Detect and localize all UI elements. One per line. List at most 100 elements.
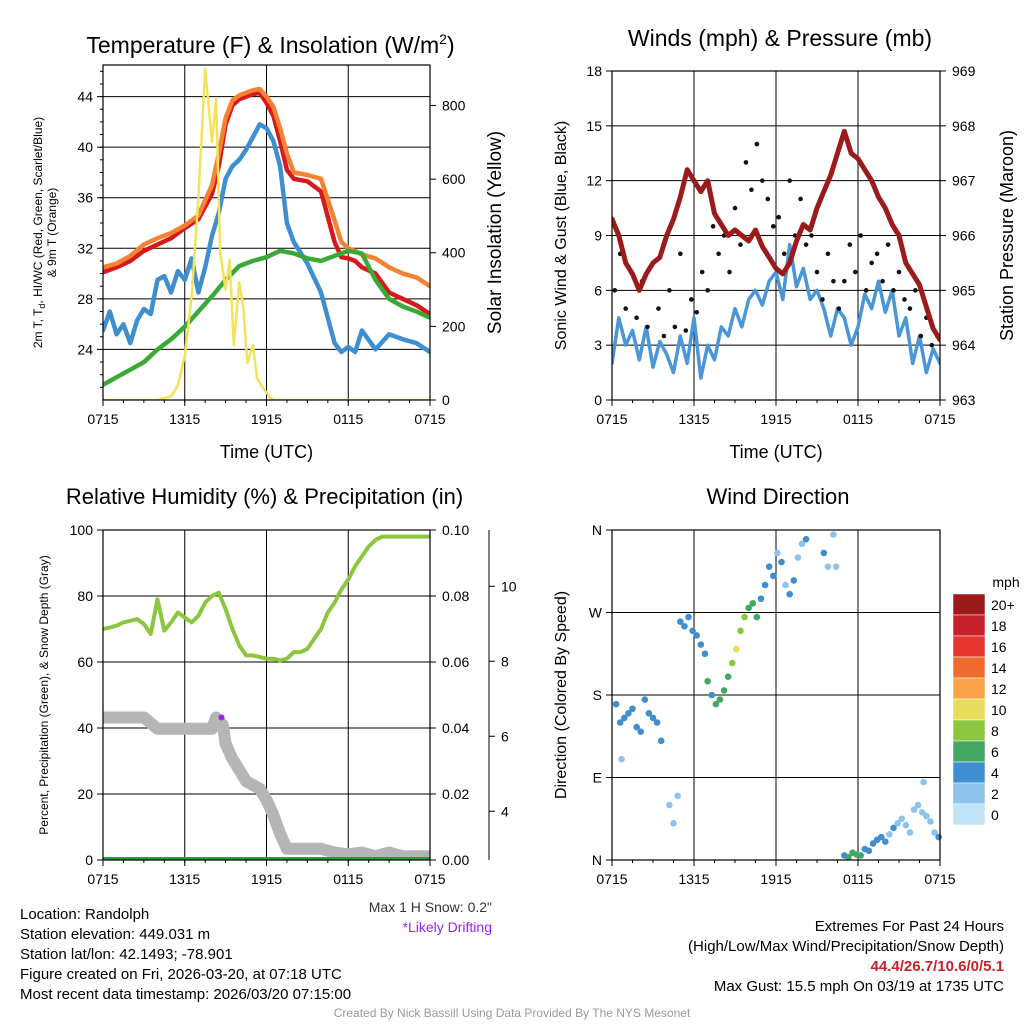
insolation-y-axis: 0 200 400 600 800	[430, 97, 466, 408]
rh-plot-border	[102, 529, 431, 861]
gust-point	[798, 196, 803, 202]
gust-point	[612, 288, 618, 293]
legend-label: 18	[991, 618, 1007, 634]
direction-point	[782, 581, 789, 589]
elevation-text: Station elevation: 449.031 m	[20, 926, 211, 943]
y2-tick-label: 0	[442, 392, 450, 408]
x-tick-label: 0715	[414, 871, 445, 887]
y2-tick-label: 0.06	[442, 654, 469, 670]
direction-point	[774, 549, 781, 557]
gust-point	[699, 269, 705, 275]
direction-point	[832, 563, 840, 570]
direction-point	[633, 723, 640, 731]
y-tick-label: 40	[77, 720, 93, 736]
gust-point	[874, 251, 880, 257]
legend-swatch	[952, 803, 986, 826]
gust-point	[688, 297, 694, 302]
direction-point	[621, 714, 628, 722]
gust-point	[749, 187, 754, 193]
direction-point	[704, 677, 711, 685]
panel-3-frame: 0715 1315 1915 0115 0715	[87, 530, 446, 887]
y-tick-label: 60	[77, 654, 93, 670]
gust-point	[683, 328, 689, 333]
direction-point	[927, 818, 934, 825]
y2-tick-label: 400	[442, 245, 466, 261]
direction-point	[757, 595, 765, 603]
direction-point	[618, 755, 625, 763]
x-tick-label: 1315	[678, 411, 709, 427]
legend-swatch	[952, 761, 986, 784]
direction-point	[890, 824, 897, 832]
y-tick-label: W	[589, 605, 603, 621]
x-tick-label: 0115	[843, 871, 873, 887]
credit-text: Created By Nick Bassill Using Data Provi…	[333, 1006, 691, 1020]
gust-point	[776, 214, 782, 220]
temp-x-axis-title: Time (UTC)	[220, 442, 313, 462]
direction-point	[910, 806, 918, 813]
direction-point	[845, 853, 852, 861]
snow-axis-tick-label: 8	[501, 653, 509, 669]
y-tick-label: N	[592, 852, 602, 868]
y-tick-label: 15	[586, 118, 602, 134]
likely-drifting-label: *Likely Drifting	[402, 919, 492, 935]
direction-point	[898, 815, 906, 823]
legend-label: 8	[991, 723, 999, 739]
legend-label: 12	[991, 681, 1007, 697]
y2-tick-label: 964	[952, 337, 976, 353]
precip-y-axis: 0.00 0.02 0.04 0.06 0.08 0.10	[430, 522, 469, 868]
y-tick-label: 20	[77, 786, 93, 802]
y-tick-label: 0	[85, 852, 93, 868]
direction-point	[741, 613, 748, 621]
direction-point	[824, 563, 832, 570]
gust-point	[896, 269, 902, 275]
gust-point	[863, 288, 869, 293]
legend-swatch	[952, 614, 986, 637]
y-tick-label: 40	[77, 139, 93, 155]
direction-point	[906, 829, 914, 836]
x-tick-label: 1915	[251, 411, 282, 427]
direction-point	[677, 618, 684, 625]
legend-label: 20+	[991, 597, 1015, 613]
wind-plot-border	[611, 70, 941, 401]
direction-point	[728, 659, 736, 667]
rh-line	[103, 534, 430, 663]
gust-point	[852, 269, 858, 275]
rh-y-axis: 0 20 40 60 80 100	[70, 522, 430, 868]
legend-swatch	[952, 719, 986, 742]
direction-point	[685, 613, 692, 621]
direction-point	[724, 673, 732, 680]
y-tick-label: 9	[594, 228, 602, 244]
legend-label: 14	[991, 660, 1007, 676]
gust-point	[825, 251, 831, 257]
insolation-axis-title-group: Solar Insolation (Yellow)	[485, 131, 506, 334]
y2-tick-label: 800	[442, 97, 466, 113]
extremes-info: Extremes For Past 24 Hours (High/Low/Max…	[688, 917, 1004, 997]
direction-point	[641, 696, 649, 703]
temp-y-axis-title: 2m T, Td, HI/WC (Red, Green, Scarlet/Blu…	[31, 117, 59, 348]
y2-tick-label: 966	[952, 228, 976, 244]
gust-point	[623, 306, 628, 311]
gust-point	[661, 333, 667, 339]
direction-point	[857, 852, 865, 859]
pressure-axis-title: Station Pressure (Maroon)	[997, 130, 1017, 341]
gust-point	[814, 269, 820, 275]
gust-point	[907, 306, 913, 311]
direction-point	[894, 820, 901, 827]
y-tick-label: 6	[594, 282, 602, 298]
direction-point	[733, 645, 740, 653]
direction-point	[769, 572, 777, 580]
direction-point	[802, 535, 810, 543]
max-gust-text: Max Gust: 15.5 mph On 03/19 at 1735 UTC	[713, 978, 1004, 995]
gust-point	[831, 278, 836, 284]
temp-series-heat-index-wind-chill	[103, 122, 430, 355]
legend-swatch	[952, 698, 986, 721]
temp-y-label-line2: & 9m T (Orange)	[45, 188, 59, 278]
gust-point	[672, 324, 678, 330]
gust-point	[885, 242, 891, 247]
dir-y-axis-title: Direction (Colored By Speed)	[553, 591, 570, 799]
direction-point	[737, 627, 744, 635]
x-tick-label: 1915	[760, 411, 791, 427]
y2-tick-label: 968	[952, 118, 976, 134]
x-tick-label: 0715	[414, 411, 445, 427]
